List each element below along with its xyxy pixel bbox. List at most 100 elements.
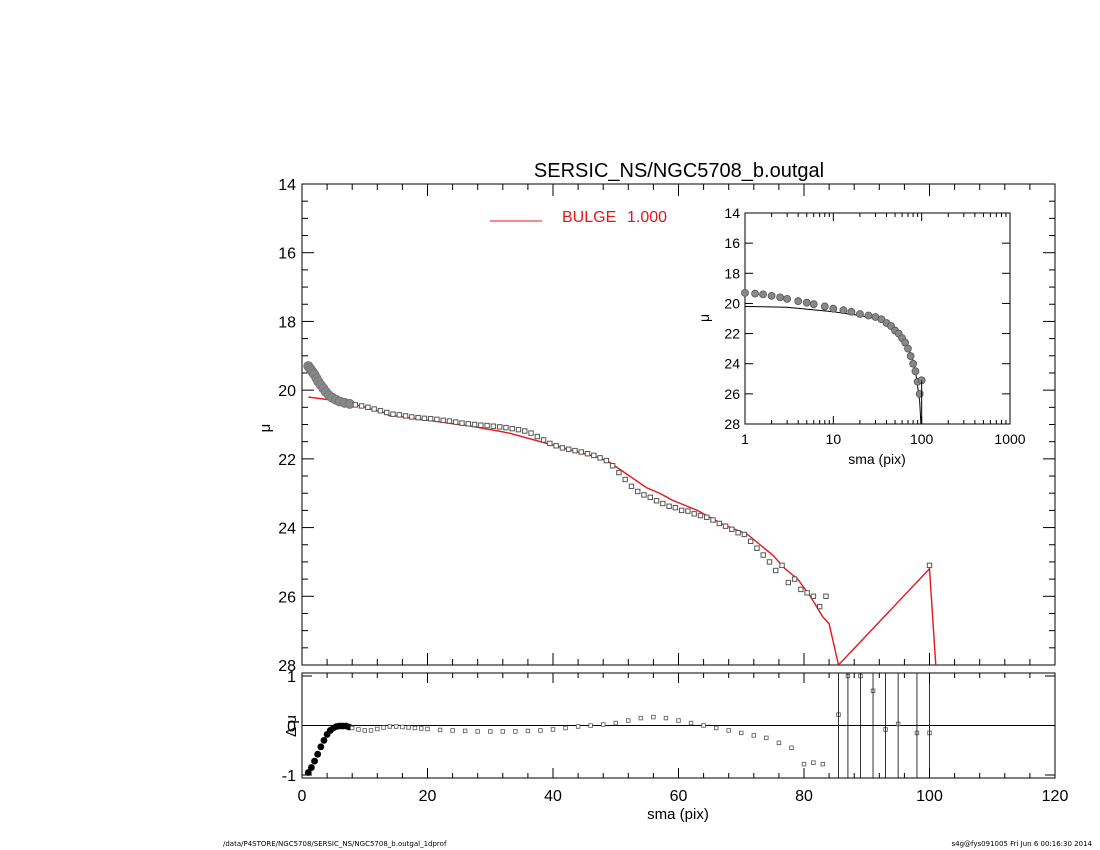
data-point <box>496 424 503 430</box>
data-point <box>565 446 572 452</box>
main-y-tick-label: 18 <box>278 314 296 331</box>
footer-path: /data/P4STORE/NGC5708/SERSIC_NS/NGC5708_… <box>223 840 447 848</box>
data-point <box>453 419 459 425</box>
residual-point <box>713 725 719 731</box>
data-point <box>722 523 729 529</box>
main-model-series <box>308 396 937 667</box>
residual-point <box>311 757 318 765</box>
data-point <box>478 422 484 428</box>
main-y-tick-label: 14 <box>278 177 296 194</box>
data-point <box>616 469 622 476</box>
residual-point <box>563 725 568 731</box>
main-data-points <box>303 361 933 610</box>
residual-point <box>381 725 386 730</box>
residual-point <box>776 740 782 746</box>
main-y-tick-label: 26 <box>278 589 296 606</box>
residual-point <box>488 729 493 734</box>
data-point <box>609 463 616 469</box>
data-point <box>365 404 371 411</box>
main-y-tick-label: 20 <box>278 383 296 400</box>
data-point <box>641 492 647 498</box>
inset-y-tick-label: 28 <box>724 416 740 432</box>
data-point <box>666 503 672 509</box>
data-point <box>697 512 704 519</box>
residual-point <box>789 745 794 750</box>
inset-y-tick-label: 22 <box>724 326 740 342</box>
residual-point <box>387 724 393 729</box>
data-point <box>672 504 679 511</box>
data-point <box>584 451 591 457</box>
inset-data-point <box>911 367 920 376</box>
data-point <box>440 417 446 424</box>
bulge-model-line <box>308 396 937 667</box>
data-point <box>647 494 653 501</box>
data-point <box>509 425 515 432</box>
residual-y-tick-label: -1 <box>282 768 296 785</box>
residual-point <box>475 729 480 734</box>
data-point <box>465 421 471 427</box>
data-point <box>603 457 610 464</box>
data-point <box>409 414 415 420</box>
residual-point <box>538 728 543 733</box>
inset-data-point <box>809 300 818 309</box>
data-point <box>421 415 428 422</box>
x-tick-label: 0 <box>298 788 307 805</box>
inset-y-tick-label: 24 <box>724 356 740 372</box>
residual-point <box>375 726 380 732</box>
data-point <box>522 428 528 434</box>
inset-x-tick-label: 100 <box>910 431 934 447</box>
residual-point <box>613 720 618 726</box>
main-ticks: 14 16 18 20 22 24 26 28 <box>278 177 1056 675</box>
data-point <box>810 593 817 599</box>
data-point <box>396 412 402 418</box>
legend-value: 1.000 <box>627 209 667 226</box>
footer-stamp: s4g@fys091005 Fri Jun 6 00:16:30 2014 <box>951 840 1092 848</box>
residual-point <box>425 726 430 732</box>
data-point <box>798 586 804 593</box>
data-point <box>597 455 603 461</box>
residual-point <box>412 725 418 731</box>
inset-data-point <box>783 295 792 303</box>
data-point <box>747 538 754 545</box>
inset-data-point <box>877 315 886 324</box>
data-point <box>384 409 390 416</box>
inset-data-point <box>864 311 873 320</box>
data-point <box>547 440 553 447</box>
residual-point <box>663 715 669 721</box>
data-point <box>490 423 497 429</box>
inset-x-tick-label: 1000 <box>994 431 1025 447</box>
inset-y-tick-label: 16 <box>724 235 740 251</box>
data-point <box>559 445 566 451</box>
data-point <box>503 424 509 431</box>
data-point <box>735 530 741 536</box>
residual-point <box>437 727 443 733</box>
data-point <box>628 483 635 490</box>
inset-data-point <box>741 288 749 297</box>
data-point <box>804 590 810 596</box>
residual-point <box>362 728 367 733</box>
inset-data-point <box>794 297 803 306</box>
data-point <box>415 414 421 421</box>
main-y-tick-label: 28 <box>278 658 296 675</box>
inset-data-point <box>829 304 838 313</box>
data-point <box>791 576 798 582</box>
inset-data-points <box>741 288 926 424</box>
data-point <box>352 402 359 408</box>
residual-point <box>317 743 325 751</box>
residual-point <box>626 718 631 723</box>
x-tick-label: 120 <box>1042 788 1069 805</box>
data-point <box>926 562 933 569</box>
data-point <box>773 567 779 574</box>
data-point <box>653 498 660 504</box>
residual-point <box>701 723 706 728</box>
data-point <box>635 488 641 495</box>
main-y-tick-label: 16 <box>278 246 296 263</box>
residual-point <box>676 718 681 723</box>
data-point <box>484 422 490 429</box>
data-point <box>515 426 522 433</box>
inset-y-tick-label: 14 <box>724 205 740 221</box>
inset-y-tick-label: 20 <box>724 295 740 311</box>
inset-data-point <box>751 289 759 298</box>
